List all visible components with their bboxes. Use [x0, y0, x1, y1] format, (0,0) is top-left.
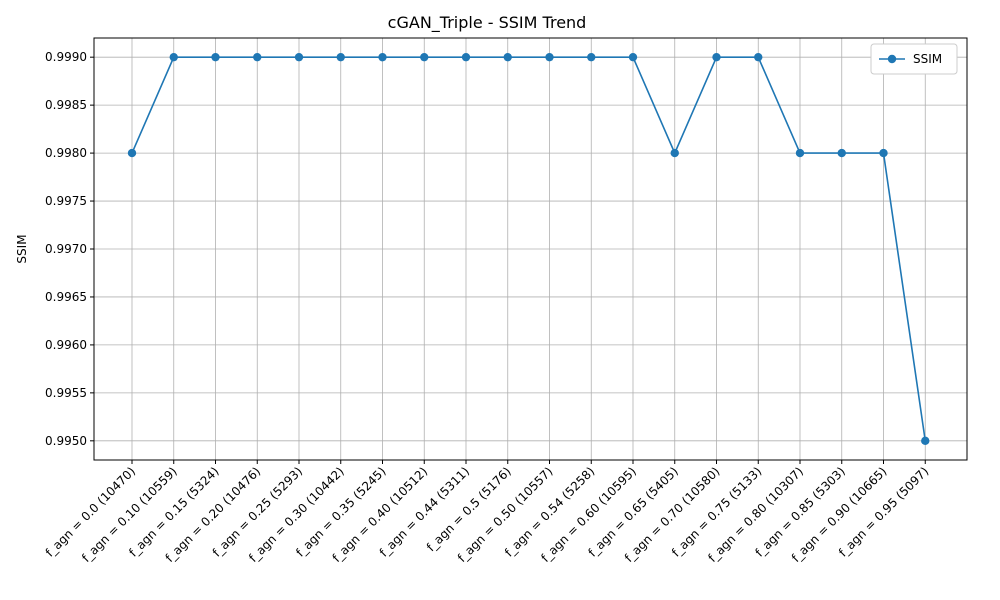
data-point [712, 52, 721, 62]
data-point [545, 52, 554, 62]
data-point [378, 52, 387, 62]
chart-title: cGAN_Triple - SSIM Trend [388, 13, 587, 33]
y-axis-label: SSIM [15, 234, 29, 263]
legend: SSIM [870, 43, 958, 75]
data-point [921, 436, 930, 446]
data-point [127, 148, 137, 158]
y-axis: 0.9950 0.9955 0.9960 0.9965 0.9970 0.9975 0.99… [45, 50, 94, 448]
data-point [587, 52, 596, 62]
data-point [211, 52, 220, 62]
y-tick-label: 0.9955 [45, 386, 87, 400]
legend-marker [887, 54, 897, 64]
data-point [879, 148, 888, 158]
y-tick-label: 0.9980 [45, 146, 87, 160]
data-point [294, 52, 304, 62]
y-tick-label: 0.9990 [45, 50, 87, 64]
data-point [169, 52, 178, 62]
y-tick-label: 0.9975 [45, 194, 87, 208]
data-point [336, 52, 345, 62]
data-point [670, 148, 679, 158]
legend-label: SSIM [913, 52, 942, 66]
plot-area [93, 37, 968, 461]
data-point [420, 52, 429, 62]
data-point [795, 148, 805, 158]
y-tick-label: 0.9960 [45, 338, 87, 352]
data-point [628, 52, 638, 62]
y-tick-label: 0.9985 [45, 98, 87, 112]
data-point [754, 52, 763, 62]
data-point [253, 52, 262, 62]
legend-box [870, 43, 958, 75]
y-tick-label: 0.9970 [45, 242, 87, 256]
y-tick-label: 0.9950 [45, 434, 87, 448]
data-point [503, 52, 512, 62]
y-tick-label: 0.9965 [45, 290, 87, 304]
series-line-ssim [131, 56, 927, 441]
series-layer [127, 52, 930, 446]
data-point [837, 148, 846, 158]
data-point [461, 52, 471, 62]
